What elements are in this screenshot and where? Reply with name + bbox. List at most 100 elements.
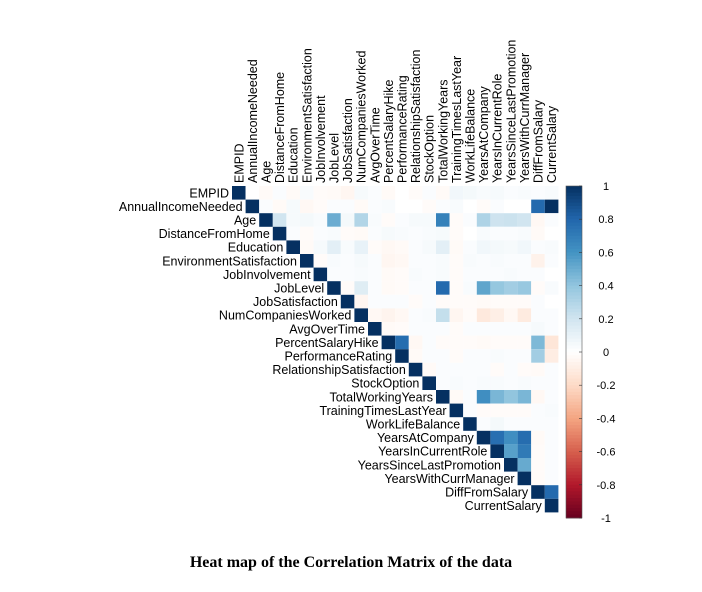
heatmap-cell bbox=[476, 362, 491, 377]
heatmap-cell bbox=[232, 186, 246, 200]
heatmap-cell bbox=[544, 376, 559, 390]
heatmap-cell bbox=[490, 186, 504, 200]
heatmap-cell bbox=[544, 471, 559, 486]
column-labels: EMPID AnnualIncomeNeeded Age DistanceFromHo… bbox=[232, 40, 559, 183]
colorbar-segment bbox=[566, 435, 582, 439]
colorbar-segment bbox=[566, 298, 582, 303]
colorbar-segment bbox=[566, 302, 582, 306]
colorbar-segment bbox=[566, 428, 582, 433]
column-label: TotalWorkingYears bbox=[436, 79, 450, 183]
heatmap-cell bbox=[517, 376, 532, 390]
heatmap-cell bbox=[286, 199, 300, 214]
row-label: EnvironmentSatisfaction bbox=[162, 254, 297, 268]
column-label: EMPID bbox=[232, 143, 246, 183]
heatmap-cell bbox=[408, 335, 423, 350]
heatmap-cell bbox=[286, 226, 300, 241]
heatmap-cell bbox=[449, 267, 464, 282]
colorbar-segment bbox=[566, 508, 582, 512]
correlation-heatmap: EMPIDAnnualIncomeNeededAgeDistanceFromHo… bbox=[119, 40, 616, 525]
heatmap-cell bbox=[531, 444, 545, 458]
heatmap-cell bbox=[381, 267, 396, 282]
heatmap-cell bbox=[463, 403, 477, 418]
heatmap-cell bbox=[395, 281, 409, 295]
colorbar-segment bbox=[566, 205, 582, 210]
colorbar-segment bbox=[566, 514, 582, 519]
heatmap-cell bbox=[531, 376, 545, 390]
heatmap-cell bbox=[544, 444, 559, 458]
heatmap-cell bbox=[245, 199, 260, 214]
row-labels: EMPIDAnnualIncomeNeededAgeDistanceFromHo… bbox=[119, 186, 543, 513]
heatmap-cell bbox=[476, 335, 491, 350]
heatmap-cell bbox=[368, 186, 382, 200]
heatmap-cell bbox=[504, 430, 518, 445]
heatmap-cell bbox=[395, 349, 409, 363]
heatmap-cell bbox=[504, 362, 518, 377]
heatmap-cell bbox=[449, 349, 464, 363]
heatmap-cell bbox=[354, 281, 368, 295]
heatmap-cell bbox=[504, 322, 518, 336]
heatmap-cell bbox=[327, 254, 341, 268]
colorbar-segment bbox=[566, 425, 582, 429]
heatmap-cell bbox=[517, 335, 532, 350]
heatmap-cell bbox=[449, 308, 464, 322]
colorbar-segment bbox=[566, 292, 582, 296]
heatmap-cell bbox=[327, 199, 341, 214]
colorbar-segment bbox=[566, 308, 582, 313]
row-label: AvgOverTime bbox=[289, 322, 365, 336]
heatmap-cell bbox=[517, 240, 532, 254]
colorbar-segment bbox=[566, 388, 582, 393]
heatmap-cell bbox=[517, 213, 532, 227]
heatmap-cell bbox=[300, 254, 314, 268]
heatmap-cell bbox=[544, 430, 559, 445]
heatmap-cell bbox=[436, 362, 450, 377]
colorbar-segment bbox=[566, 391, 582, 396]
heatmap-cell bbox=[517, 281, 532, 295]
colorbar-segment bbox=[566, 478, 582, 482]
heatmap-cell bbox=[395, 240, 409, 254]
heatmap-cell bbox=[436, 335, 450, 350]
heatmap-cell bbox=[300, 213, 314, 227]
heatmap-cell bbox=[476, 240, 491, 254]
heatmap-cell bbox=[544, 498, 559, 513]
row-label: StockOption bbox=[351, 377, 419, 391]
colorbar-segment bbox=[566, 328, 582, 333]
column-label: NumCompaniesWorked bbox=[355, 50, 369, 183]
heatmap-cell bbox=[272, 199, 287, 214]
colorbar-segment bbox=[566, 474, 582, 479]
heatmap-cell bbox=[490, 213, 504, 227]
column-label: EnvironmentSatisfaction bbox=[300, 48, 314, 183]
heatmap-cell bbox=[517, 417, 532, 431]
heatmap-cell bbox=[490, 362, 504, 377]
heatmap-cell bbox=[368, 281, 382, 295]
heatmap-cell bbox=[517, 226, 532, 241]
colorbar-segment bbox=[566, 259, 582, 263]
heatmap-cell bbox=[259, 213, 273, 227]
colorbar-segment bbox=[566, 368, 582, 373]
heatmap-cell bbox=[544, 281, 559, 295]
heatmap-cell bbox=[408, 294, 423, 309]
heatmap-cell bbox=[300, 226, 314, 241]
heatmap-cell bbox=[436, 349, 450, 363]
row-label: TrainingTimesLastYear bbox=[319, 404, 446, 418]
colorbar-segment bbox=[566, 229, 582, 233]
heatmap-cell bbox=[490, 349, 504, 363]
heatmap-cell bbox=[476, 308, 491, 322]
heatmap-cell bbox=[476, 349, 491, 363]
heatmap-cell bbox=[504, 267, 518, 282]
heatmap-cell bbox=[422, 186, 436, 200]
row-label: DiffFromSalary bbox=[445, 486, 529, 500]
heatmap-cell bbox=[531, 471, 545, 486]
heatmap-cell bbox=[476, 390, 491, 404]
heatmap-cell bbox=[490, 240, 504, 254]
colorbar-segment bbox=[566, 395, 582, 399]
heatmap-cell bbox=[517, 390, 532, 404]
heatmap-cell bbox=[368, 213, 382, 227]
heatmap-cell bbox=[313, 226, 328, 241]
heatmap-cell bbox=[381, 335, 396, 350]
column-label: WorkLifeBalance bbox=[464, 89, 478, 183]
heatmap-cell bbox=[408, 308, 423, 322]
heatmap-cell bbox=[476, 199, 491, 214]
colorbar-segment bbox=[566, 361, 582, 366]
heatmap-cell bbox=[531, 226, 545, 241]
heatmap-cell bbox=[368, 226, 382, 241]
